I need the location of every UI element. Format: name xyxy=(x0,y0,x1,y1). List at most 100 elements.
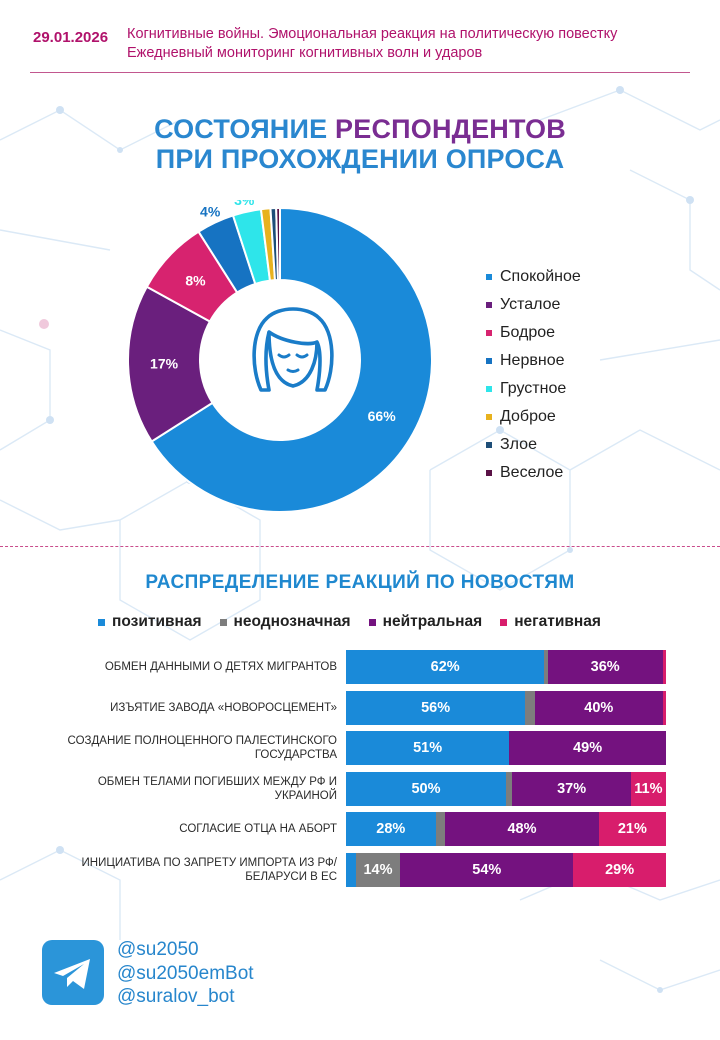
bar-category-label: Инициатива по запрету импорта из РФ/Бела… xyxy=(81,857,337,883)
legend-label: Спокойное xyxy=(500,268,581,285)
bar-segment xyxy=(544,650,548,684)
bar-segment: 21% xyxy=(598,812,666,847)
bar-segment: 36% xyxy=(547,650,663,684)
legend-swatch xyxy=(486,414,492,420)
bar-segment: 40% xyxy=(534,690,663,725)
contact-handle[interactable]: @su2050emBot xyxy=(117,962,254,984)
legend-label: Веселое xyxy=(500,464,564,481)
legend-item: Грустное xyxy=(486,375,581,403)
bar-row: Обмен данными о детях мигрантов 62% 36% xyxy=(0,650,720,684)
legend-label: Злое xyxy=(500,436,537,453)
bar-legend-label: нейтральная xyxy=(382,613,483,630)
sleepy-face-icon xyxy=(252,307,334,392)
donut-title-line2: ПРИ ПРОХОЖДЕНИИ ОПРОСА xyxy=(155,144,565,174)
bar-row: Инициатива по запрету импорта из РФ/Бела… xyxy=(0,853,720,887)
bar-legend-label: неоднозначная xyxy=(233,613,351,630)
bar-legend-swatch xyxy=(500,618,508,626)
donut-title-part2: РЕСПОНДЕНТОВ xyxy=(335,114,566,144)
bar-legend-item: негативная xyxy=(500,613,601,631)
bar-legend-item: неоднозначная xyxy=(219,613,351,631)
stacked-bar: 51% 49% xyxy=(346,731,666,766)
legend-swatch xyxy=(486,330,492,336)
bars-title: РАСПРЕДЕЛЕНИЕ РЕАКЦИЙ ПО НОВОСТЯМ xyxy=(145,572,575,593)
legend-label: Усталое xyxy=(500,296,561,313)
bar-segment: 48% xyxy=(445,812,599,847)
donut-title-part1: СОСТОЯНИЕ xyxy=(154,114,336,144)
legend-item: Веселое xyxy=(486,459,581,487)
legend-swatch xyxy=(486,386,492,392)
donut-slice xyxy=(275,206,281,282)
bar-legend-swatch xyxy=(98,618,105,626)
bar-legend-swatch xyxy=(219,618,227,626)
contact-handle[interactable]: @suralov_bot xyxy=(117,986,235,1007)
bar-segment: 54% xyxy=(400,853,574,887)
bar-segment: 28% xyxy=(346,812,436,847)
donut-slice-label: 3% xyxy=(234,200,255,208)
bar-category-label: Согласие отца на аборт xyxy=(179,823,337,836)
bar-segment: 62% xyxy=(346,650,545,684)
stacked-bar: 50% 37% 11% xyxy=(346,771,666,806)
donut-slice-label: 4% xyxy=(200,204,221,220)
bar-segment: 56% xyxy=(346,690,526,725)
donut-slice-label: 8% xyxy=(185,273,206,289)
legend-item: Злое xyxy=(486,431,581,459)
bar-segment: 29% xyxy=(573,853,666,887)
bar-category-label: Обмен данными о детях мигрантов xyxy=(104,661,337,673)
stacked-bar: 62% 36% xyxy=(346,650,666,684)
bar-segment: 49% xyxy=(509,731,666,766)
donut-legend: Спокойное Усталое Бодрое Нервное Грустное Доб… xyxy=(486,263,581,487)
bar-legend-swatch xyxy=(368,618,376,626)
bar-segment: 11% xyxy=(630,771,666,806)
report-subtitle-line1: Когнитивные войны. Эмоциональная реакция… xyxy=(127,26,618,42)
bar-segment xyxy=(662,650,666,684)
stacked-bar: 14% 54% 29% xyxy=(346,853,666,887)
legend-label: Грустное xyxy=(500,380,567,397)
bar-segment xyxy=(346,853,356,887)
bar-segment xyxy=(506,771,513,806)
legend-item: Бодрое xyxy=(486,319,581,347)
legend-item: Усталое xyxy=(486,291,581,319)
bar-legend-item: нейтральная xyxy=(368,613,483,631)
stacked-bar: 28% 48% 21% xyxy=(346,812,666,847)
bar-segment xyxy=(525,690,535,725)
bar-category-label: Обмен телами погибших между РФ и Украино… xyxy=(97,775,337,802)
bar-row: Согласие отца на аборт 28% 48% 21% xyxy=(0,812,720,847)
donut-slice-label: 17% xyxy=(150,356,179,372)
bar-row: Обмен телами погибших между РФ и Украино… xyxy=(0,771,720,806)
contact-handle[interactable]: @su2050 xyxy=(117,939,199,960)
report-date: 29.01.2026 xyxy=(33,29,109,46)
legend-item: Спокойное xyxy=(486,263,581,291)
bar-segment xyxy=(435,812,446,847)
donut-title-line1: СОСТОЯНИЕ РЕСПОНДЕНТОВ xyxy=(0,114,720,145)
report-subtitle-line2: Ежедневный мониторинг когнитивных волн и… xyxy=(127,45,483,61)
bar-segment xyxy=(662,690,666,725)
bar-segment: 50% xyxy=(346,771,506,806)
legend-swatch xyxy=(486,302,492,308)
legend-label: Бодрое xyxy=(500,324,556,341)
legend-swatch xyxy=(486,274,492,280)
bar-legend: позитивная неоднозначная нейтральная негати… xyxy=(98,613,619,631)
legend-item: Доброе xyxy=(486,403,581,431)
bar-legend-label: негативная xyxy=(514,613,601,630)
legend-swatch xyxy=(486,442,492,448)
legend-swatch xyxy=(486,470,492,476)
bar-category-label: Изъятие завода «Новоросцемент» xyxy=(110,701,337,714)
telegram-icon[interactable] xyxy=(42,940,104,1005)
bar-segment: 14% xyxy=(355,853,401,887)
contact-handles: @su2050 @su2050emBot @suralov_bot xyxy=(117,938,254,1009)
donut-chart: 66% 17% 8% 4% 3% xyxy=(127,200,433,513)
bar-row: Создание полноценного палестинского госу… xyxy=(0,731,720,766)
legend-item: Нервное xyxy=(486,347,581,375)
bar-legend-label: позитивная xyxy=(112,613,202,630)
bar-segment: 51% xyxy=(346,731,510,766)
bar-category-label: Создание полноценного палестинского госу… xyxy=(67,735,337,762)
bar-segment: 37% xyxy=(512,771,631,806)
bar-row: Изъятие завода «Новоросцемент» 56% 40% xyxy=(0,690,720,725)
stacked-bar: 56% 40% xyxy=(346,690,666,725)
legend-label: Доброе xyxy=(500,408,556,425)
bar-legend-item: позитивная xyxy=(98,613,202,631)
legend-swatch xyxy=(486,358,492,364)
report-subtitle: Когнитивные войны. Эмоциональная реакция… xyxy=(127,25,617,63)
donut-slice-label: 66% xyxy=(368,408,397,424)
